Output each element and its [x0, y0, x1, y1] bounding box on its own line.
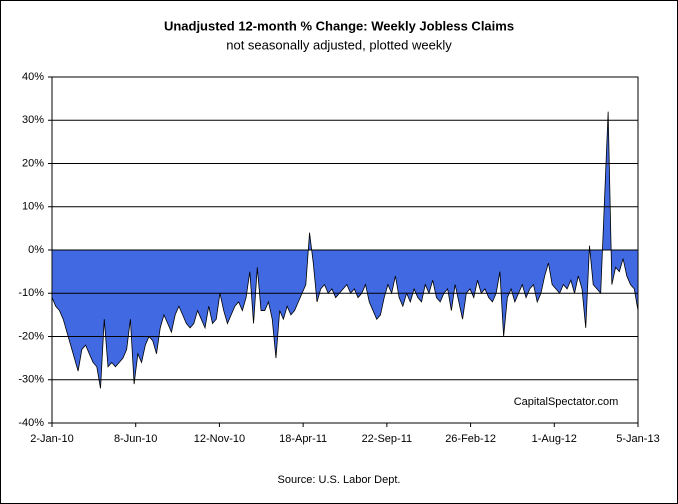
x-tick-label: 18-Apr-11 — [279, 433, 327, 445]
source-note: Source: U.S. Labor Dept. — [278, 474, 401, 486]
y-tick-label: 10% — [22, 201, 44, 213]
y-tick-label: -40% — [18, 417, 44, 429]
y-tick-label: 20% — [22, 157, 44, 169]
y-tick-label: -20% — [18, 330, 44, 342]
x-tick-label: 26-Feb-12 — [445, 433, 496, 445]
x-tick-label: 2-Jan-10 — [30, 433, 73, 445]
y-tick-label: -10% — [18, 287, 44, 299]
chart-subtitle: not seasonally adjusted, plotted weekly — [226, 37, 452, 52]
x-tick-label: 1-Aug-12 — [532, 433, 577, 445]
y-tick-label: 40% — [22, 71, 44, 83]
y-tick-label: -30% — [18, 374, 44, 386]
chart-title: Unadjusted 12-month % Change: Weekly Job… — [164, 18, 514, 33]
annotation: CapitalSpectator.com — [514, 396, 619, 408]
x-tick-label: 12-Nov-10 — [194, 433, 245, 445]
x-tick-label: 8-Jun-10 — [114, 433, 157, 445]
x-tick-label: 22-Sep-11 — [362, 433, 413, 445]
y-tick-label: 0% — [28, 244, 44, 256]
x-tick-label: 5-Jan-13 — [616, 433, 659, 445]
y-tick-label: 30% — [22, 114, 44, 126]
